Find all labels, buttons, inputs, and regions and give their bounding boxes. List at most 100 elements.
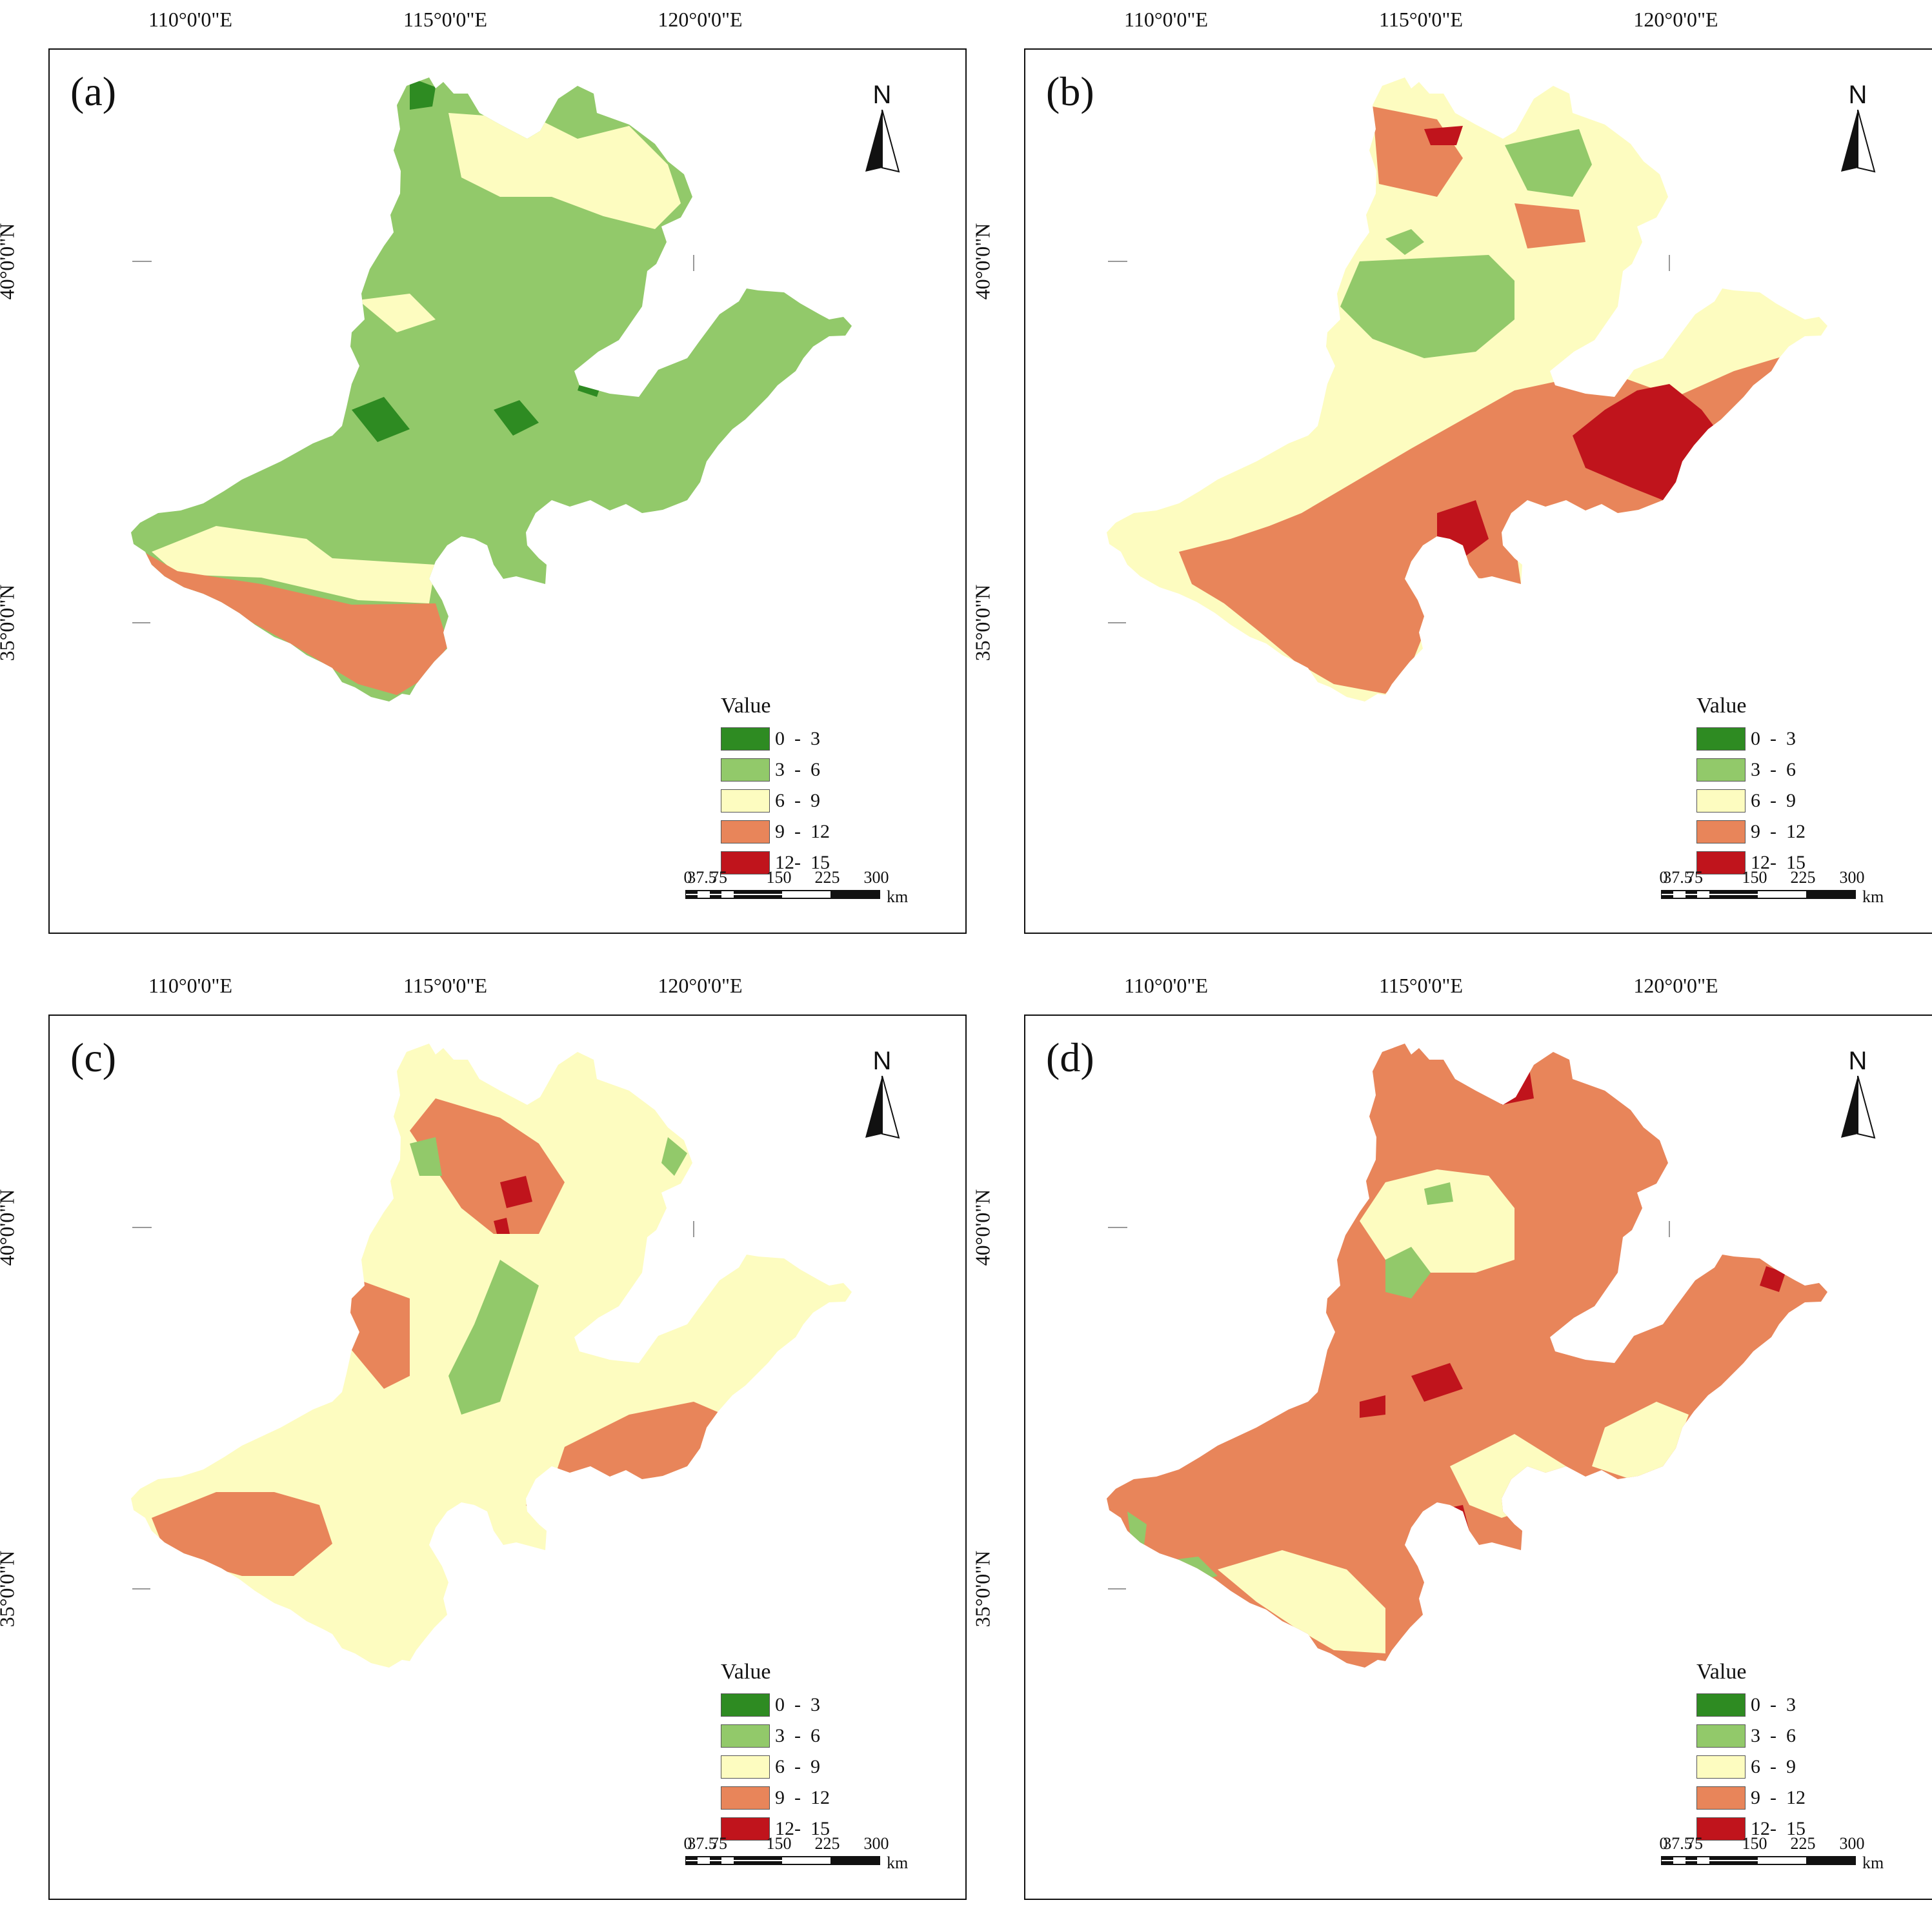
north-arrow: N	[856, 81, 908, 177]
legend-title: Value	[721, 694, 771, 718]
legend-swatch	[1696, 1817, 1746, 1841]
scale-tick-labels: 0 37.5 75 150 225 300	[1659, 868, 1880, 890]
north-arrow-icon	[865, 109, 900, 173]
value-patch	[1385, 1247, 1431, 1298]
scale-tick-labels: 0 37.5 75 150 225 300	[1659, 1834, 1880, 1856]
scale-tick: 0	[1659, 868, 1668, 887]
value-patch	[1360, 1169, 1514, 1273]
legend-item: 9 - 12	[721, 816, 830, 847]
scale-bar-graphic	[1661, 890, 1856, 899]
value-patch	[1592, 1402, 1689, 1479]
legend-item: 9 - 12	[721, 1782, 830, 1813]
scale-tick: 225	[814, 868, 840, 887]
value-patches	[152, 1098, 739, 1576]
legend-swatch	[721, 1693, 770, 1717]
scale-units: km	[1862, 1853, 1884, 1872]
value-patch	[1431, 1505, 1469, 1537]
scale-tick: 37.5	[687, 1834, 717, 1853]
latitude-label: 35°0'0"N	[971, 1550, 994, 1628]
legend-swatch	[1696, 1693, 1746, 1717]
region-map	[1107, 1044, 1827, 1668]
legend-swatch	[1696, 727, 1746, 751]
value-patch	[448, 1260, 539, 1415]
scale-bar: 0 37.5 75 150 225 300 km	[684, 868, 909, 906]
legend-swatch	[1696, 789, 1746, 813]
legend-range: 6 - 9	[775, 790, 820, 811]
region-map	[131, 1044, 852, 1668]
value-patch	[1360, 1395, 1385, 1418]
value-patch	[500, 1176, 532, 1208]
legend-item: 12- 15	[1696, 1813, 1806, 1844]
legend-range: 6 - 9	[775, 1756, 820, 1777]
value-patch	[1218, 1550, 1385, 1653]
latitude-label: 35°0'0"N	[0, 1550, 19, 1628]
legend-item: 9 - 12	[1696, 816, 1806, 847]
legend-item: 12- 15	[721, 847, 830, 878]
study-region	[1107, 1044, 1827, 1668]
legend-range: 0 - 3	[1751, 728, 1796, 749]
value-patch	[1489, 1056, 1534, 1105]
value-patch	[152, 1492, 332, 1576]
legend: Value 0 - 3 3 - 6 6 - 9 9 - 12 12- 15	[721, 1660, 830, 1844]
legend-item: 12- 15	[721, 1813, 830, 1844]
north-label: N	[1848, 81, 1867, 109]
legend-title: Value	[721, 1660, 771, 1684]
scale-tick: 150	[766, 1834, 792, 1853]
longitude-label: 115°0'0"E	[1379, 8, 1463, 31]
value-patch	[1424, 1182, 1453, 1205]
legend-item: 6 - 9	[1696, 1751, 1806, 1782]
north-label: N	[1848, 1047, 1867, 1075]
legend-range: 0 - 3	[775, 728, 820, 749]
north-label: N	[872, 1047, 892, 1075]
scale-tick: 75	[710, 1834, 727, 1853]
scale-tick-labels: 0 37.5 75 150 225 300	[684, 868, 905, 890]
scale-units: km	[887, 887, 909, 906]
scale-tick: 225	[814, 1834, 840, 1853]
scale-tick: 300	[1839, 868, 1865, 887]
legend-title: Value	[1696, 694, 1747, 718]
scale-tick: 37.5	[1663, 1834, 1693, 1853]
latitude-label: 40°0'0"N	[0, 223, 19, 300]
scale-tick: 225	[1790, 1834, 1816, 1853]
value-patch	[358, 294, 436, 332]
legend-swatch	[721, 1786, 770, 1810]
panel-label: (c)	[70, 1035, 117, 1080]
legend-item: 0 - 3	[721, 723, 830, 754]
legend-item: 0 - 3	[721, 1690, 830, 1721]
scale-tick: 37.5	[687, 868, 717, 887]
legend-swatch	[721, 851, 770, 874]
scale-tick: 0	[683, 1834, 692, 1853]
scale-tick: 150	[1742, 1834, 1767, 1853]
longitude-label: 110°0'0"E	[1124, 8, 1208, 31]
value-patch	[1127, 1511, 1147, 1550]
legend-swatch	[1696, 1724, 1746, 1748]
latitude-label: 40°0'0"N	[971, 1189, 994, 1266]
legend-item: 0 - 3	[1696, 723, 1806, 754]
legend-range: 6 - 9	[1751, 790, 1796, 811]
scale-bar: 0 37.5 75 150 225 300 km	[1659, 1834, 1884, 1872]
legend-item: 3 - 6	[1696, 754, 1806, 785]
panel-label: (b)	[1046, 68, 1094, 114]
scale-bar-graphic	[1661, 1856, 1856, 1865]
north-arrow: N	[1832, 81, 1884, 177]
legend-range: 6 - 9	[1751, 1756, 1796, 1777]
legend-swatch	[1696, 1786, 1746, 1810]
value-patch	[1514, 203, 1585, 248]
value-patch	[132, 545, 448, 695]
legend-item: 3 - 6	[721, 754, 830, 785]
longitude-label: 115°0'0"E	[403, 974, 487, 997]
legend-swatch	[721, 820, 770, 843]
longitude-label: 120°0'0"E	[658, 974, 743, 997]
legend-swatch	[721, 1755, 770, 1779]
scale-tick: 0	[1659, 1834, 1668, 1853]
value-patch	[410, 77, 436, 110]
legend-range: 3 - 6	[1751, 759, 1796, 780]
scale-tick-labels: 0 37.5 75 150 225 300	[683, 1834, 905, 1856]
longitude-label: 115°0'0"E	[403, 8, 487, 31]
legend-swatch	[721, 727, 770, 751]
legend-range: 9 - 12	[1751, 1787, 1806, 1808]
scale-tick: 150	[766, 868, 792, 887]
legend-range: 3 - 6	[775, 759, 820, 780]
north-arrow: N	[1832, 1047, 1884, 1144]
value-patch	[1411, 1363, 1463, 1402]
